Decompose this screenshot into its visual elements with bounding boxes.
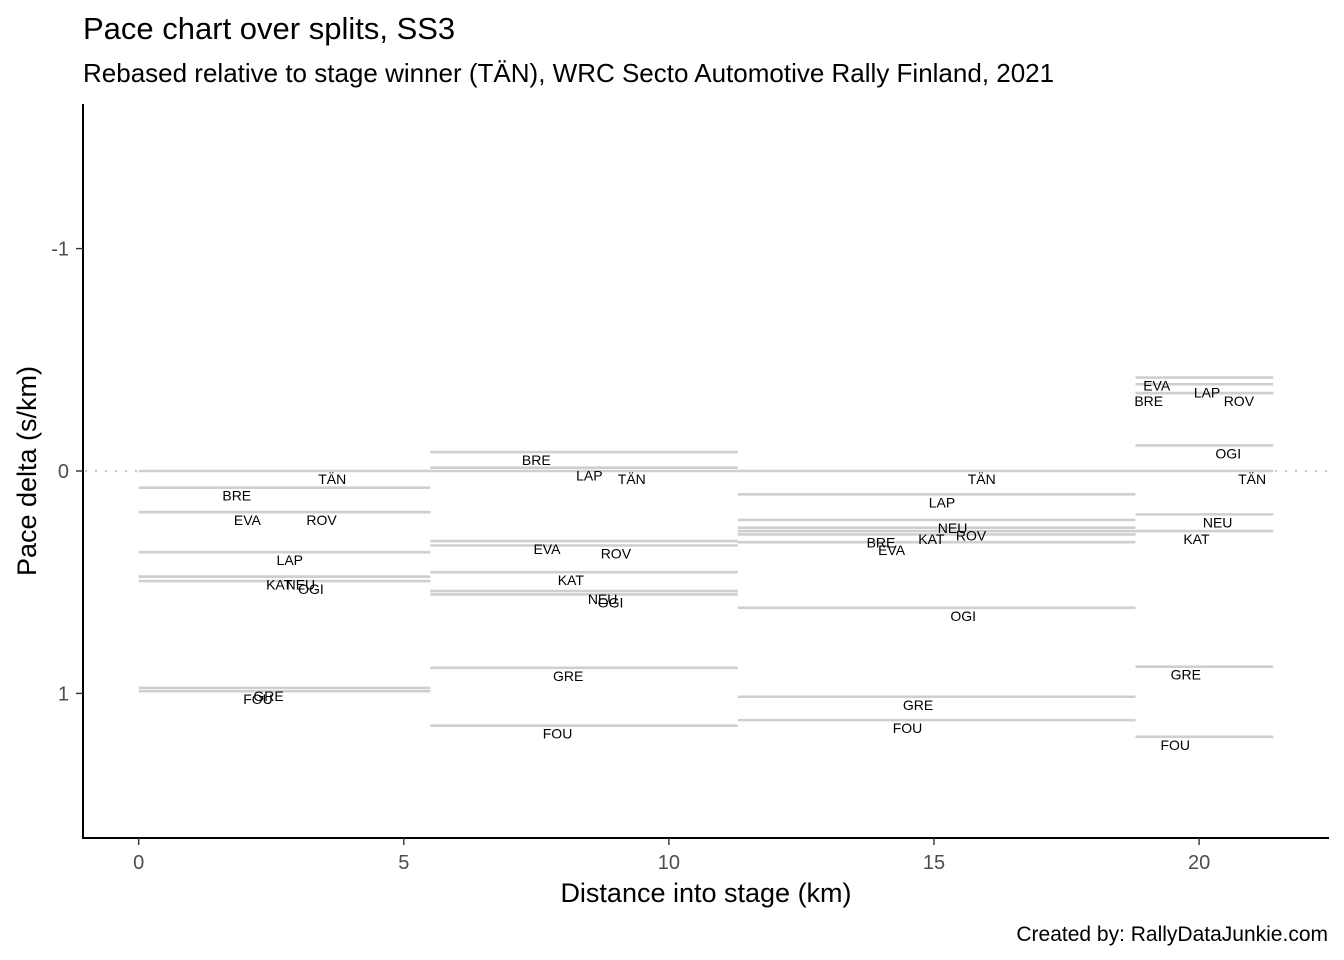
driver-label: EVA: [533, 541, 561, 557]
x-tick-label: 20: [1188, 852, 1210, 874]
driver-label: EVA: [878, 542, 906, 558]
driver-label: EVA: [1143, 378, 1171, 394]
driver-label: OGI: [298, 581, 324, 597]
driver-label: EVA: [234, 512, 262, 528]
driver-label: KAT: [918, 531, 945, 547]
x-tick-label: 5: [398, 852, 409, 874]
chart-title: Pace chart over splits, SS3: [83, 11, 455, 46]
driver-label: ROV: [601, 546, 632, 562]
driver-label: BRE: [1134, 393, 1163, 409]
y-tick-label: 0: [58, 461, 69, 483]
driver-label: GRE: [553, 668, 583, 684]
driver-label: ROV: [306, 512, 337, 528]
driver-label: TÄN: [968, 471, 996, 487]
driver-label: BRE: [522, 452, 551, 468]
driver-label: TÄN: [1238, 471, 1266, 487]
driver-label: KAT: [558, 572, 585, 588]
x-tick-label: 0: [133, 852, 144, 874]
driver-label: LAP: [576, 468, 602, 484]
y-axis-title: Pace delta (s/km): [12, 366, 42, 576]
driver-label: FOU: [893, 720, 923, 736]
driver-label: BRE: [867, 534, 896, 550]
driver-label: FOU: [1160, 737, 1190, 753]
driver-label: NEU: [588, 591, 618, 607]
driver-label: TÄN: [618, 471, 646, 487]
driver-label: FOU: [243, 691, 273, 707]
axes: 0 5 10 15 20 -1 0 1: [51, 239, 1210, 874]
x-axis-title: Distance into stage (km): [560, 878, 851, 908]
driver-label: NEU: [938, 520, 968, 536]
driver-label: KAT: [266, 577, 293, 593]
driver-label: ROV: [956, 528, 987, 544]
x-tick-label: 15: [923, 852, 945, 874]
driver-label: NEU: [286, 577, 316, 593]
driver-label: FOU: [543, 726, 573, 742]
chart-subtitle: Rebased relative to stage winner (TÄN), …: [83, 58, 1054, 88]
driver-label: GRE: [903, 697, 933, 713]
chart-caption: Created by: RallyDataJunkie.com: [1016, 923, 1328, 946]
driver-label: NEU: [1203, 514, 1233, 530]
driver-label: OGI: [1215, 445, 1241, 461]
driver-label: GRE: [253, 688, 283, 704]
driver-label: LAP: [1194, 384, 1220, 400]
driver-label: BRE: [222, 488, 251, 504]
driver-label: KAT: [1183, 531, 1210, 547]
driver-label: OGI: [598, 594, 624, 610]
driver-label: OGI: [950, 608, 976, 624]
driver-label: ROV: [1224, 393, 1255, 409]
x-tick-label: 10: [658, 852, 680, 874]
y-tick-label: -1: [51, 239, 69, 261]
driver-label: LAP: [277, 552, 303, 568]
driver-label: TÄN: [318, 471, 346, 487]
y-tick-label: 1: [58, 683, 69, 705]
driver-label: LAP: [929, 494, 955, 510]
driver-label: GRE: [1171, 667, 1201, 683]
